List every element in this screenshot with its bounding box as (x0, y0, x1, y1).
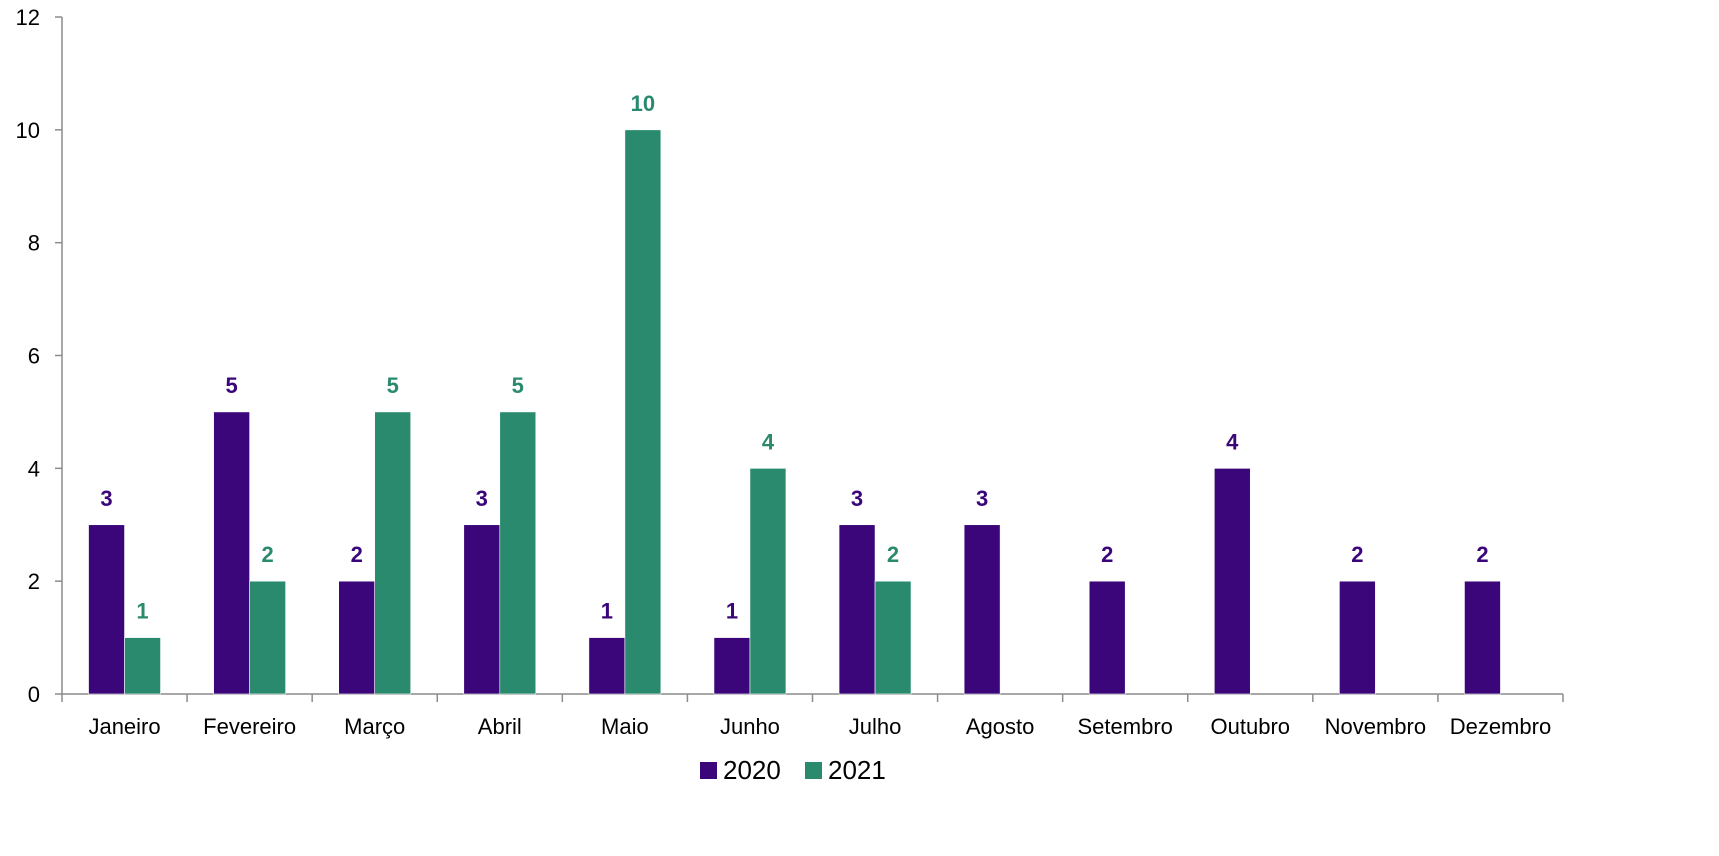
data-label-2020: 3 (100, 486, 112, 511)
data-label-2021: 4 (762, 429, 775, 454)
data-label-2020: 2 (1476, 542, 1488, 567)
x-axis-categories: Janeiro Fevereiro Março Abril Maio Junho Julho… (61, 694, 1564, 739)
x-tick-label: Outubro (1211, 714, 1291, 739)
bar-2020 (463, 524, 501, 695)
x-tick-label: Maio (601, 714, 649, 739)
bar-2021 (249, 580, 286, 695)
data-label-2020: 4 (1226, 429, 1239, 454)
bar-2021 (499, 411, 537, 695)
bar-2020 (213, 411, 250, 695)
data-label-2021: 10 (631, 91, 655, 116)
y-tick-label: 6 (28, 344, 40, 369)
data-label-2020: 2 (1101, 542, 1113, 567)
bar-2021 (624, 129, 662, 695)
x-tick-label: Julho (849, 714, 902, 739)
x-tick-label: Agosto (966, 714, 1035, 739)
x-tick-label: Fevereiro (203, 714, 296, 739)
x-tick-label: Junho (720, 714, 780, 739)
data-label-2020: 1 (726, 599, 738, 624)
x-tick-label: Março (344, 714, 405, 739)
data-label-2020: 5 (226, 373, 238, 398)
data-label-2020: 1 (601, 599, 613, 624)
x-tick-label: Setembro (1078, 714, 1173, 739)
data-label-2020: 2 (351, 542, 363, 567)
bar-2021 (374, 411, 412, 695)
data-label-2020: 2 (1351, 542, 1363, 567)
data-label-2021: 5 (387, 373, 399, 398)
bar-2020 (838, 524, 876, 695)
y-tick-label: 4 (28, 456, 40, 481)
legend-label-2021: 2021 (828, 755, 886, 785)
data-label-2020: 3 (976, 486, 988, 511)
bar-2020 (338, 580, 376, 695)
x-tick-label: Janeiro (88, 714, 160, 739)
bar-2020 (1464, 580, 1501, 695)
x-tick-label: Dezembro (1450, 714, 1551, 739)
y-tick-label: 2 (28, 569, 40, 594)
data-label-2021: 2 (887, 542, 899, 567)
legend: 2020 2021 (700, 755, 886, 785)
bar-2020 (588, 637, 626, 695)
x-tick-label: Novembro (1325, 714, 1426, 739)
data-label-2021: 1 (136, 599, 148, 624)
data-label-2020: 3 (476, 486, 488, 511)
legend-swatch-2020 (700, 762, 717, 779)
bar-2021 (874, 580, 912, 695)
bar-2020 (1088, 580, 1126, 695)
bar-2020 (1213, 468, 1251, 695)
bar-2020 (1339, 580, 1376, 695)
bar-2020 (713, 637, 751, 695)
data-labels: 3 5 2 3 1 1 3 3 2 4 2 2 1 2 5 5 10 4 2 (100, 91, 1488, 624)
legend-label-2020: 2020 (723, 755, 781, 785)
y-tick-label: 12 (16, 5, 40, 30)
chart-bars (88, 129, 1501, 695)
data-label-2021: 5 (512, 373, 524, 398)
data-label-2020: 3 (851, 486, 863, 511)
chart-axes (61, 17, 1563, 695)
x-tick-label: Abril (478, 714, 522, 739)
y-axis-ticks: 0 2 4 6 8 10 12 (16, 5, 62, 707)
bar-2021 (124, 637, 161, 695)
legend-swatch-2021 (805, 762, 822, 779)
bar-2020 (963, 524, 1001, 695)
bar-2021 (749, 468, 787, 695)
y-tick-label: 0 (28, 682, 40, 707)
y-tick-label: 10 (16, 118, 40, 143)
y-tick-label: 8 (28, 231, 40, 256)
bar-2020 (88, 524, 125, 695)
data-label-2021: 2 (262, 542, 274, 567)
